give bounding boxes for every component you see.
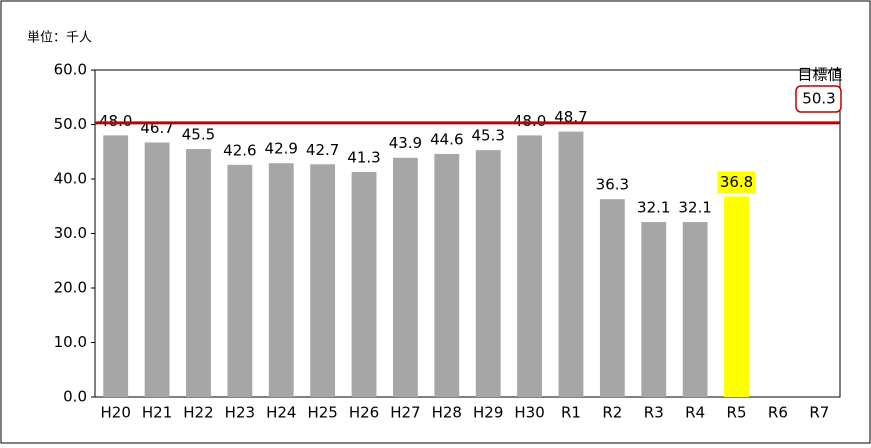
x-tick-label: H23 [225, 404, 255, 422]
y-tick-label: 0.0 [63, 388, 87, 406]
x-tick-label: H24 [266, 404, 296, 422]
target-box [795, 85, 842, 113]
x-tick-label: R7 [809, 404, 829, 422]
x-tick-label: H30 [514, 404, 544, 422]
bar [558, 131, 584, 397]
y-tick-label: 10.0 [54, 333, 87, 351]
bar [517, 135, 542, 397]
data-label: 32.1 [678, 199, 711, 217]
data-label: 42.9 [265, 140, 298, 158]
data-label: 32.1 [637, 199, 670, 217]
x-tick-label: H26 [349, 404, 379, 422]
bar [144, 142, 170, 397]
data-label: 44.6 [430, 130, 463, 148]
label-highlight [717, 171, 756, 194]
x-tick-label: R6 [768, 404, 788, 422]
x-tick-label: H25 [307, 404, 337, 422]
bar [641, 222, 667, 397]
x-tick-label: R5 [727, 404, 747, 422]
data-label: 45.3 [471, 127, 504, 145]
y-tick-label: 40.0 [54, 170, 87, 188]
x-tick-label: H20 [101, 404, 131, 422]
data-label: 41.3 [347, 148, 380, 166]
target-label: 目標値 [797, 66, 842, 84]
x-tick-label: R1 [561, 404, 581, 422]
x-tick-label: R4 [685, 404, 705, 422]
unit-label: 単位：千人 [27, 30, 92, 46]
x-tick-label: H22 [183, 404, 213, 422]
bar [186, 149, 211, 397]
bar [227, 164, 253, 397]
y-tick-label: 30.0 [54, 224, 87, 242]
data-label: 36.3 [596, 176, 629, 194]
bar [393, 157, 418, 397]
x-tick-label: H29 [473, 404, 503, 422]
bar [310, 164, 336, 397]
data-label: 43.9 [389, 134, 422, 152]
data-label: 42.7 [306, 141, 339, 159]
bar [599, 199, 625, 397]
bar [351, 171, 377, 397]
data-label: 48.0 [99, 112, 132, 130]
data-label: 42.6 [223, 141, 256, 159]
x-tick-label: H21 [142, 404, 172, 422]
bar [103, 135, 129, 397]
bar [268, 163, 294, 397]
data-label: 36.8 [720, 173, 753, 191]
bar [434, 153, 460, 397]
bar [475, 150, 501, 397]
y-tick-label: 50.0 [54, 115, 87, 133]
bar [682, 222, 708, 397]
y-tick-label: 20.0 [54, 279, 87, 297]
y-tick-label: 60.0 [54, 61, 87, 79]
x-tick-label: H28 [432, 404, 462, 422]
bar [724, 196, 749, 397]
data-label: 48.0 [513, 112, 546, 130]
data-label: 45.5 [182, 126, 215, 144]
x-tick-label: R2 [602, 404, 622, 422]
x-tick-label: R3 [644, 404, 664, 422]
target-value-label: 50.3 [802, 90, 835, 108]
x-tick-label: H27 [390, 404, 420, 422]
